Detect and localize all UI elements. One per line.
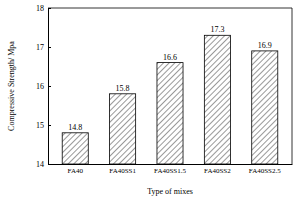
tick: 17: [36, 43, 51, 52]
x-axis-title: Type of mixes: [147, 187, 193, 196]
tick: 15: [36, 121, 51, 130]
bar: [62, 133, 88, 164]
tick: FA40SS2: [204, 164, 231, 175]
data-label: 17.3: [210, 25, 224, 34]
tick: 18: [36, 4, 51, 13]
bar: [110, 94, 136, 164]
tick-label: 16: [36, 82, 44, 91]
tick-label: 14: [36, 160, 44, 169]
axis-line: [49, 164, 293, 165]
tick: FA40SS1.5: [154, 164, 186, 175]
y-axis: 14 15 16 17 18: [36, 4, 51, 169]
tick-label: FA40: [68, 167, 84, 175]
bar: [204, 35, 230, 164]
tick-label: 17: [36, 43, 44, 52]
tick-label: 15: [36, 121, 44, 130]
data-label: 14.8: [68, 123, 82, 132]
tick-label: 18: [36, 4, 44, 13]
tick-label: FA40SS2.5: [249, 167, 281, 175]
data-labels: 14.8 15.8 16.6 17.3 16.9: [68, 25, 272, 132]
bar: [252, 51, 278, 164]
tick: FA40SS2.5: [249, 164, 281, 175]
tick-label: FA40SS2: [204, 167, 231, 175]
data-label: 15.8: [116, 84, 130, 93]
tick-label: FA40SS1: [109, 167, 136, 175]
tick-mark: [48, 47, 51, 48]
tick: FA40: [68, 164, 84, 175]
tick: 16: [36, 82, 51, 91]
tick: FA40SS1: [109, 164, 136, 175]
tick-mark: [48, 86, 51, 87]
x-axis: FA40 FA40SS1 FA40SS1.5 FA40SS2 FA40SS2.5: [49, 164, 293, 175]
y-axis-title: Compressive Strength/ Mpa: [7, 41, 16, 131]
chart: 14.8 15.8 16.6 17.3 16.9 14 15 16 17 18 FA40 FA40SS…: [0, 0, 300, 200]
bar: [157, 63, 183, 164]
plot: 14.8 15.8 16.6 17.3 16.9 14 15 16 17 18 FA40 FA40SS…: [36, 4, 293, 175]
frame: [292, 8, 293, 164]
tick-mark: [48, 8, 51, 9]
frame: [48, 8, 292, 9]
tick-mark: [48, 125, 51, 126]
bars: [62, 35, 278, 164]
data-label: 16.9: [258, 41, 272, 50]
tick-label: FA40SS1.5: [154, 167, 186, 175]
data-label: 16.6: [163, 53, 177, 62]
